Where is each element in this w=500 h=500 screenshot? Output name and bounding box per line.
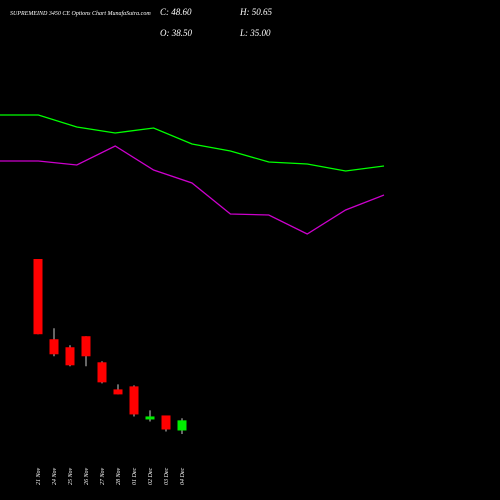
x-tick-label: 28 Nov (116, 467, 122, 485)
line-series (0, 114, 385, 172)
candle-body (145, 416, 155, 420)
candle-body (81, 336, 91, 357)
chart-title: SUPREMEIND 3450 CE Options Chart MunafaS… (10, 10, 151, 17)
open-label: O: 38.50 (160, 28, 192, 38)
candle-body (65, 347, 75, 366)
x-tick-label: 27 Nov (100, 467, 106, 485)
candle-body (97, 362, 107, 383)
candle-body (161, 415, 171, 430)
candle-body (177, 420, 187, 431)
x-tick-label: 03 Dec (164, 468, 170, 485)
x-tick-label: 26 Nov (84, 467, 90, 485)
candle-body (113, 389, 123, 395)
line-series (0, 145, 385, 235)
low-label: L: 35.00 (239, 28, 271, 38)
candle-body (129, 386, 139, 415)
candle-body (49, 339, 59, 355)
x-tick-label: 24 Nov (51, 467, 58, 485)
candle-body (33, 259, 43, 335)
x-tick-label: 21 Nov (36, 467, 42, 485)
x-tick-label: 04 Dec (179, 468, 186, 485)
x-tick-label: 25 Nov (68, 467, 74, 485)
high-label: H: 50.65 (239, 7, 272, 17)
x-tick-label: 02 Dec (148, 468, 154, 485)
x-tick-label: 01 Dec (132, 468, 138, 485)
close-label: C: 48.60 (160, 7, 192, 17)
